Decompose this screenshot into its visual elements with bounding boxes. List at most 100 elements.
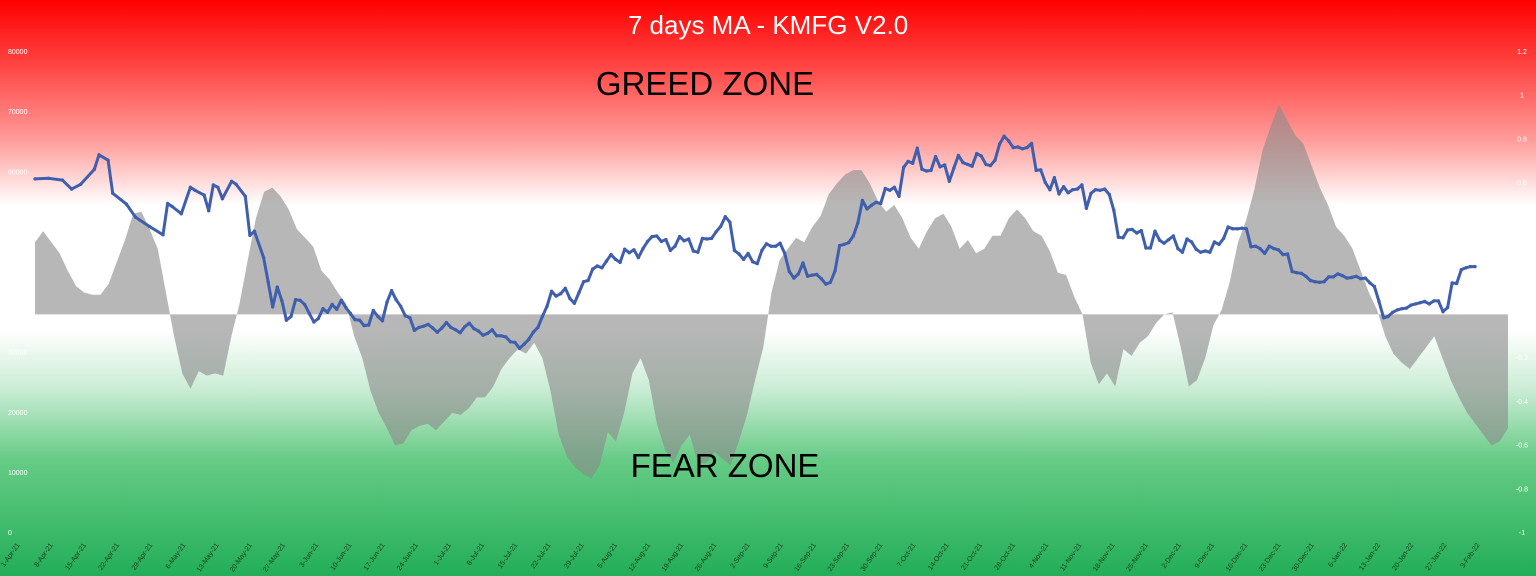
fear-greed-area bbox=[35, 104, 1508, 479]
price-point bbox=[568, 296, 572, 301]
x-tick-label: 1-Jul-21 bbox=[433, 542, 453, 567]
price-point bbox=[842, 242, 846, 247]
price-point bbox=[312, 320, 316, 324]
price-point bbox=[1459, 268, 1464, 272]
price-point bbox=[376, 314, 380, 319]
price-point bbox=[938, 165, 942, 169]
price-point bbox=[549, 289, 554, 293]
price-point bbox=[485, 331, 490, 336]
greed-zone-label: GREED ZONE bbox=[596, 65, 814, 102]
price-point bbox=[1258, 246, 1262, 251]
price-point bbox=[1148, 246, 1153, 250]
price-point bbox=[234, 182, 238, 186]
price-point bbox=[321, 307, 325, 311]
price-point bbox=[924, 169, 929, 173]
y-left-tick-label: 20000 bbox=[8, 410, 28, 417]
price-point bbox=[883, 186, 887, 191]
price-point bbox=[1409, 303, 1413, 307]
y-right-tick-label: -0.6 bbox=[1516, 443, 1528, 450]
price-point bbox=[1363, 276, 1368, 280]
price-point bbox=[1436, 299, 1441, 303]
price-point bbox=[673, 244, 677, 248]
price-point bbox=[1107, 192, 1112, 197]
price-point bbox=[243, 194, 247, 198]
x-tick-label: 23-Dec-21 bbox=[1258, 542, 1283, 573]
price-point bbox=[1199, 250, 1203, 254]
price-point bbox=[147, 224, 151, 229]
price-point bbox=[307, 311, 311, 316]
price-point bbox=[1084, 206, 1089, 210]
x-tick-label: 27-May-21 bbox=[262, 542, 287, 574]
price-point bbox=[92, 167, 97, 171]
price-line-layer bbox=[33, 134, 1477, 351]
price-point bbox=[1212, 240, 1217, 244]
x-tick-label: 15-Apr-21 bbox=[64, 542, 88, 572]
price-point bbox=[408, 316, 412, 320]
price-point bbox=[1345, 276, 1349, 280]
price-point bbox=[1377, 299, 1381, 304]
price-point bbox=[581, 280, 586, 284]
x-tick-label: 16-Sep-21 bbox=[794, 542, 819, 573]
price-point bbox=[165, 201, 170, 206]
y-right-tick-label: -1 bbox=[1519, 530, 1525, 537]
price-point bbox=[1034, 168, 1038, 173]
price-point bbox=[1336, 272, 1340, 276]
price-point bbox=[696, 250, 700, 254]
price-point bbox=[357, 318, 362, 322]
price-point bbox=[1244, 227, 1249, 231]
price-point bbox=[216, 185, 220, 189]
y-right-tick-label: -0.2 bbox=[1516, 355, 1528, 362]
price-point bbox=[1381, 316, 1386, 320]
price-point bbox=[993, 158, 997, 162]
x-tick-label: 9-Sep-21 bbox=[763, 542, 785, 570]
price-point bbox=[303, 302, 307, 307]
price-point bbox=[1194, 247, 1198, 251]
price-point bbox=[1098, 188, 1102, 192]
price-point bbox=[778, 241, 782, 245]
price-point bbox=[394, 298, 398, 302]
price-point bbox=[504, 335, 508, 339]
y-left-tick-label: 40000 bbox=[8, 290, 28, 297]
price-point bbox=[595, 264, 599, 268]
price-point bbox=[760, 248, 764, 253]
price-point bbox=[1468, 264, 1473, 269]
price-point bbox=[1317, 280, 1322, 284]
x-tick-label: 10-Jun-21 bbox=[330, 542, 354, 572]
price-point bbox=[833, 269, 837, 273]
x-tick-label: 16-Dec-21 bbox=[1225, 542, 1250, 573]
price-point bbox=[687, 237, 691, 241]
price-point bbox=[1295, 271, 1299, 275]
price-point bbox=[1272, 246, 1276, 251]
price-point bbox=[339, 298, 343, 302]
price-point bbox=[801, 261, 805, 265]
price-point bbox=[824, 282, 828, 286]
price-point bbox=[417, 325, 421, 330]
price-point bbox=[856, 221, 860, 225]
price-point bbox=[47, 176, 51, 180]
price-point bbox=[719, 224, 723, 229]
x-tick-label: 11-Nov-21 bbox=[1059, 542, 1083, 572]
price-point bbox=[1445, 305, 1450, 310]
price-point bbox=[737, 252, 741, 256]
price-point bbox=[426, 322, 430, 327]
price-point bbox=[961, 160, 965, 165]
x-tick-label: 7-Oct-21 bbox=[896, 542, 917, 568]
y-left-tick-label: 70000 bbox=[8, 109, 28, 116]
price-point bbox=[1349, 275, 1354, 280]
price-point bbox=[284, 318, 289, 322]
price-point bbox=[563, 286, 567, 290]
price-point bbox=[1359, 277, 1363, 281]
price-point bbox=[1267, 244, 1272, 248]
price-point bbox=[1039, 168, 1043, 172]
price-point bbox=[1432, 299, 1436, 303]
price-point bbox=[1404, 306, 1409, 310]
price-point bbox=[124, 202, 129, 206]
price-point bbox=[60, 178, 65, 182]
y-left-tick-label: 0 bbox=[8, 530, 12, 537]
price-point bbox=[330, 302, 334, 307]
price-point bbox=[540, 314, 545, 319]
price-point bbox=[1162, 241, 1166, 245]
price-point bbox=[476, 329, 481, 333]
price-point bbox=[69, 187, 74, 191]
price-point bbox=[1176, 246, 1180, 251]
